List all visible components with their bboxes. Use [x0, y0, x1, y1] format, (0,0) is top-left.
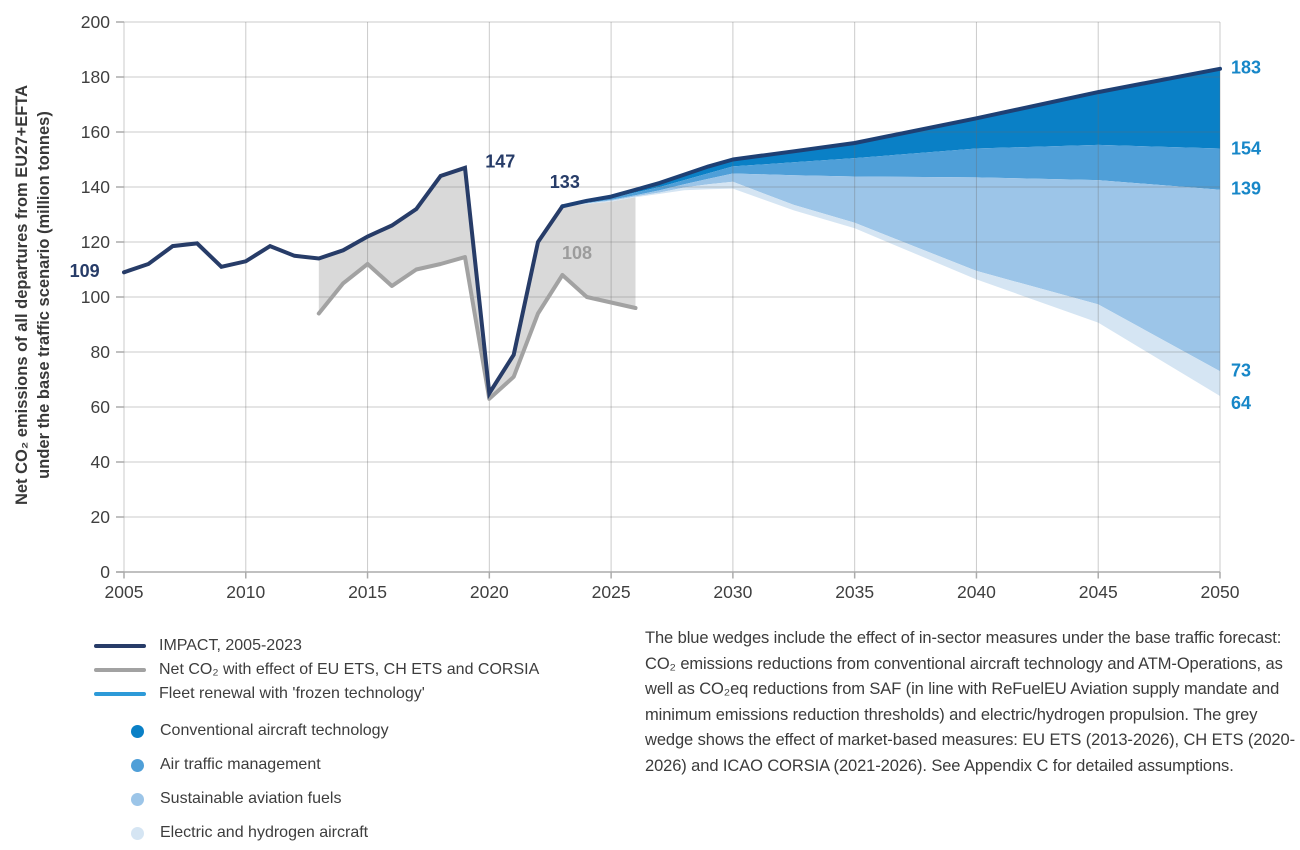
y-axis-title: Net CO₂ emissions of all departures from…: [11, 0, 55, 595]
y-tick-label: 80: [91, 342, 111, 362]
y-tick-label: 180: [81, 67, 110, 87]
legend-item-fleet-renewal: Fleet renewal with 'frozen technology': [94, 682, 539, 706]
x-tick-label: 2025: [592, 582, 631, 602]
value-label: 147: [485, 151, 515, 171]
wedge-atm: [562, 144, 1220, 207]
legend-label: Air traffic management: [160, 756, 321, 773]
x-tick-label: 2015: [348, 582, 387, 602]
value-label: 109: [70, 261, 100, 281]
x-tick-label: 2005: [105, 582, 144, 602]
legend-item-saf: Sustainable aviation fuels: [94, 782, 539, 816]
value-label: 133: [550, 172, 580, 192]
legend-item-electric: Electric and hydrogen aircraft: [94, 816, 539, 850]
y-axis-title-line2: under the base traffic scenario (million…: [35, 111, 53, 479]
value-label: 73: [1231, 360, 1251, 380]
legend-label: Net CO₂ with effect of EU ETS, CH ETS an…: [159, 661, 540, 678]
legend-label: Electric and hydrogen aircraft: [160, 824, 369, 841]
fleet-line-swatch-icon: [94, 691, 146, 697]
net-co2-mbm-line: [316, 255, 638, 401]
emissions-chart: Net CO₂ emissions of all departures from…: [11, 0, 1261, 602]
atm-dot-icon: [131, 758, 144, 772]
legend-item-impact: IMPACT, 2005-2023: [94, 634, 539, 658]
y-tick-label: 0: [100, 562, 110, 582]
y-tick-label: 120: [81, 232, 110, 252]
x-tick-label: 2045: [1079, 582, 1118, 602]
x-tick-label: 2035: [835, 582, 874, 602]
value-label: 183: [1231, 57, 1261, 77]
y-tick-label: 200: [81, 12, 110, 32]
saf-dot-icon: [131, 792, 144, 806]
y-tick-label: 140: [81, 177, 110, 197]
legend-item-net-co2: Net CO₂ with effect of EU ETS, CH ETS an…: [94, 658, 539, 682]
y-tick-label: 40: [91, 452, 111, 472]
legend-item-atm: Air traffic management: [94, 748, 539, 782]
legend-label: IMPACT, 2005-2023: [159, 637, 302, 654]
y-tick-label: 20: [91, 507, 111, 527]
x-tick-label: 2030: [713, 582, 752, 602]
annotation-text: The blue wedges include the effect of in…: [645, 629, 1295, 775]
x-tick-label: 2010: [226, 582, 265, 602]
y-axis-title-line1: Net CO₂ emissions of all departures from…: [13, 84, 31, 506]
y-tick-label: 100: [81, 287, 110, 307]
legend-label: Conventional aircraft technology: [160, 722, 389, 739]
conventional-dot-icon: [131, 724, 144, 738]
x-tick-label: 2050: [1201, 582, 1240, 602]
y-tick-label: 160: [81, 122, 110, 142]
value-label: 154: [1231, 139, 1261, 159]
legend-label: Fleet renewal with 'frozen technology': [159, 685, 425, 702]
legend-label: Sustainable aviation fuels: [160, 790, 342, 807]
legend-item-conventional: Conventional aircraft technology: [94, 714, 539, 748]
x-tick-label: 2020: [470, 582, 509, 602]
impact-line: [122, 165, 565, 400]
wedge-saf: [562, 173, 1220, 372]
value-label: 64: [1231, 393, 1251, 413]
value-label: 108: [562, 243, 592, 263]
chart-legend: IMPACT, 2005-2023 Net CO₂ with effect of…: [94, 634, 539, 850]
value-label: 139: [1231, 178, 1261, 198]
frozen-technology-line: [560, 66, 1222, 209]
y-tick-label: 60: [91, 397, 111, 417]
x-tick-label: 2040: [957, 582, 996, 602]
grey-line-swatch-icon: [94, 667, 146, 673]
electric-dot-icon: [131, 826, 144, 840]
impact-line-swatch-icon: [94, 643, 146, 649]
